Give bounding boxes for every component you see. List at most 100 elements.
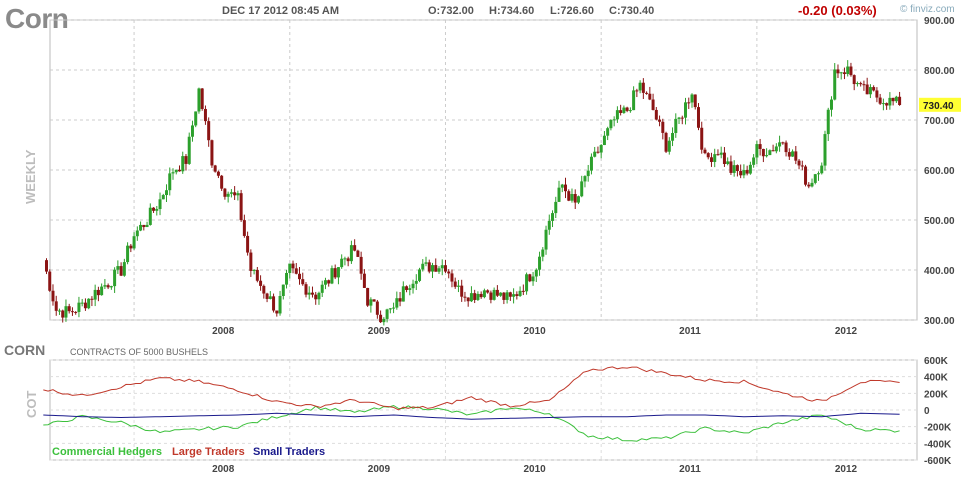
candle <box>658 115 662 127</box>
cot-x-tick-label: 2009 <box>368 464 391 475</box>
candle <box>174 169 178 175</box>
candle <box>129 243 133 253</box>
candle <box>541 247 545 262</box>
cot-title: CORN <box>4 342 46 358</box>
candle <box>213 164 217 173</box>
candle <box>310 286 314 298</box>
candle <box>168 167 172 196</box>
cot-series-line-commercial-hedgers <box>43 404 900 442</box>
candle <box>791 149 795 157</box>
brand-label[interactable]: © finviz.com <box>900 4 955 15</box>
cot-x-tick-label: 2012 <box>835 464 858 475</box>
candle <box>165 184 169 203</box>
candle <box>823 130 827 171</box>
candle <box>492 287 496 301</box>
candle <box>356 249 360 258</box>
candle <box>589 153 593 175</box>
candle <box>349 240 353 264</box>
candle <box>278 290 282 316</box>
candle <box>103 278 107 290</box>
candle <box>800 160 804 171</box>
candle <box>456 279 460 293</box>
candle <box>735 164 739 177</box>
candle <box>340 254 344 269</box>
candle <box>583 175 587 188</box>
candle <box>288 263 292 279</box>
price-y-tick-label: 600.00 <box>924 166 955 177</box>
candle <box>667 137 671 155</box>
candle <box>891 97 895 106</box>
candle <box>466 297 470 307</box>
candle <box>48 269 52 292</box>
candle <box>576 195 580 205</box>
candle <box>148 203 152 226</box>
legend-small-traders: Small Traders <box>253 446 326 458</box>
candle <box>408 284 412 296</box>
cot-x-tick-label: 2008 <box>212 464 235 475</box>
candle <box>482 288 486 299</box>
candle <box>700 121 704 154</box>
candle <box>560 183 564 193</box>
candle <box>615 106 619 123</box>
candle <box>100 283 104 296</box>
candle <box>294 262 298 275</box>
candle <box>894 95 898 103</box>
candle <box>359 251 363 280</box>
legend-commercial-hedgers: Commercial Hedgers <box>52 446 163 458</box>
candle <box>745 165 749 176</box>
candle <box>716 149 720 156</box>
candle <box>706 152 710 160</box>
candle <box>709 152 713 167</box>
candle <box>580 175 584 198</box>
candle <box>810 178 814 188</box>
candle <box>755 140 759 165</box>
candle <box>505 290 509 304</box>
candle <box>596 146 600 154</box>
candle <box>307 286 311 300</box>
candle <box>262 284 266 299</box>
candle <box>190 120 194 142</box>
candle <box>405 285 409 293</box>
candle <box>265 292 269 303</box>
candle <box>427 259 431 274</box>
candle <box>401 281 405 302</box>
candle <box>502 292 506 305</box>
candle <box>126 242 130 265</box>
candle <box>479 291 483 299</box>
candle <box>813 173 817 185</box>
price-x-tick-label: 2008 <box>212 326 235 337</box>
candle <box>638 80 642 94</box>
candle <box>437 266 441 274</box>
candle <box>544 225 548 255</box>
candle <box>787 148 791 161</box>
candle <box>116 260 120 274</box>
candle <box>635 88 639 98</box>
candle <box>534 268 538 282</box>
candle <box>664 131 668 154</box>
candle <box>804 164 808 187</box>
candle <box>602 131 606 146</box>
cot-y-tick-label: 600K <box>924 356 949 367</box>
candle <box>758 138 762 156</box>
candle <box>628 107 632 113</box>
candle <box>171 168 175 180</box>
candle <box>862 80 866 91</box>
candle <box>333 264 337 280</box>
candle <box>761 148 765 163</box>
candle <box>317 291 321 305</box>
cot-series-line-large-traders <box>43 366 900 411</box>
candle <box>690 93 694 108</box>
candle <box>155 205 159 216</box>
candle <box>771 144 775 152</box>
candle <box>521 284 525 296</box>
candle <box>525 272 529 295</box>
candle <box>722 147 726 167</box>
quote-high: H:734.60 <box>489 5 535 17</box>
candle <box>648 86 652 101</box>
candle <box>398 292 402 307</box>
candle <box>518 286 522 298</box>
candle <box>622 105 626 114</box>
candle <box>369 297 373 313</box>
candle <box>135 226 139 241</box>
candle <box>304 282 308 298</box>
